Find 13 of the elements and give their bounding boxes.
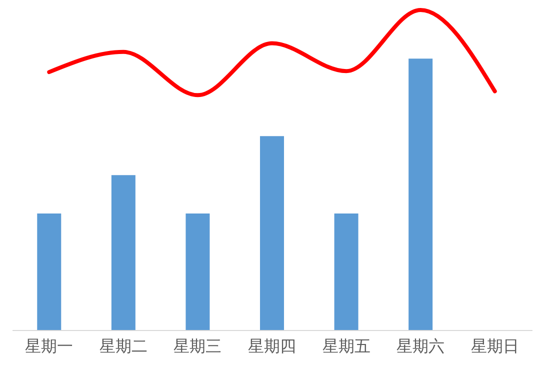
x-tick-label: 星期四: [248, 336, 296, 356]
x-tick-label: 星期三: [174, 336, 222, 356]
bar: [186, 214, 210, 330]
bar: [37, 214, 62, 330]
x-tick-label: 星期日: [470, 336, 519, 356]
bar: [334, 214, 358, 330]
x-tick-label: 星期一: [25, 336, 74, 356]
x-tick-label: 星期六: [396, 336, 445, 356]
bar: [111, 175, 136, 330]
bar: [260, 136, 284, 330]
x-tick-label: 星期二: [99, 336, 148, 356]
bar: [408, 58, 433, 330]
x-tick-label: 星期五: [322, 336, 370, 356]
